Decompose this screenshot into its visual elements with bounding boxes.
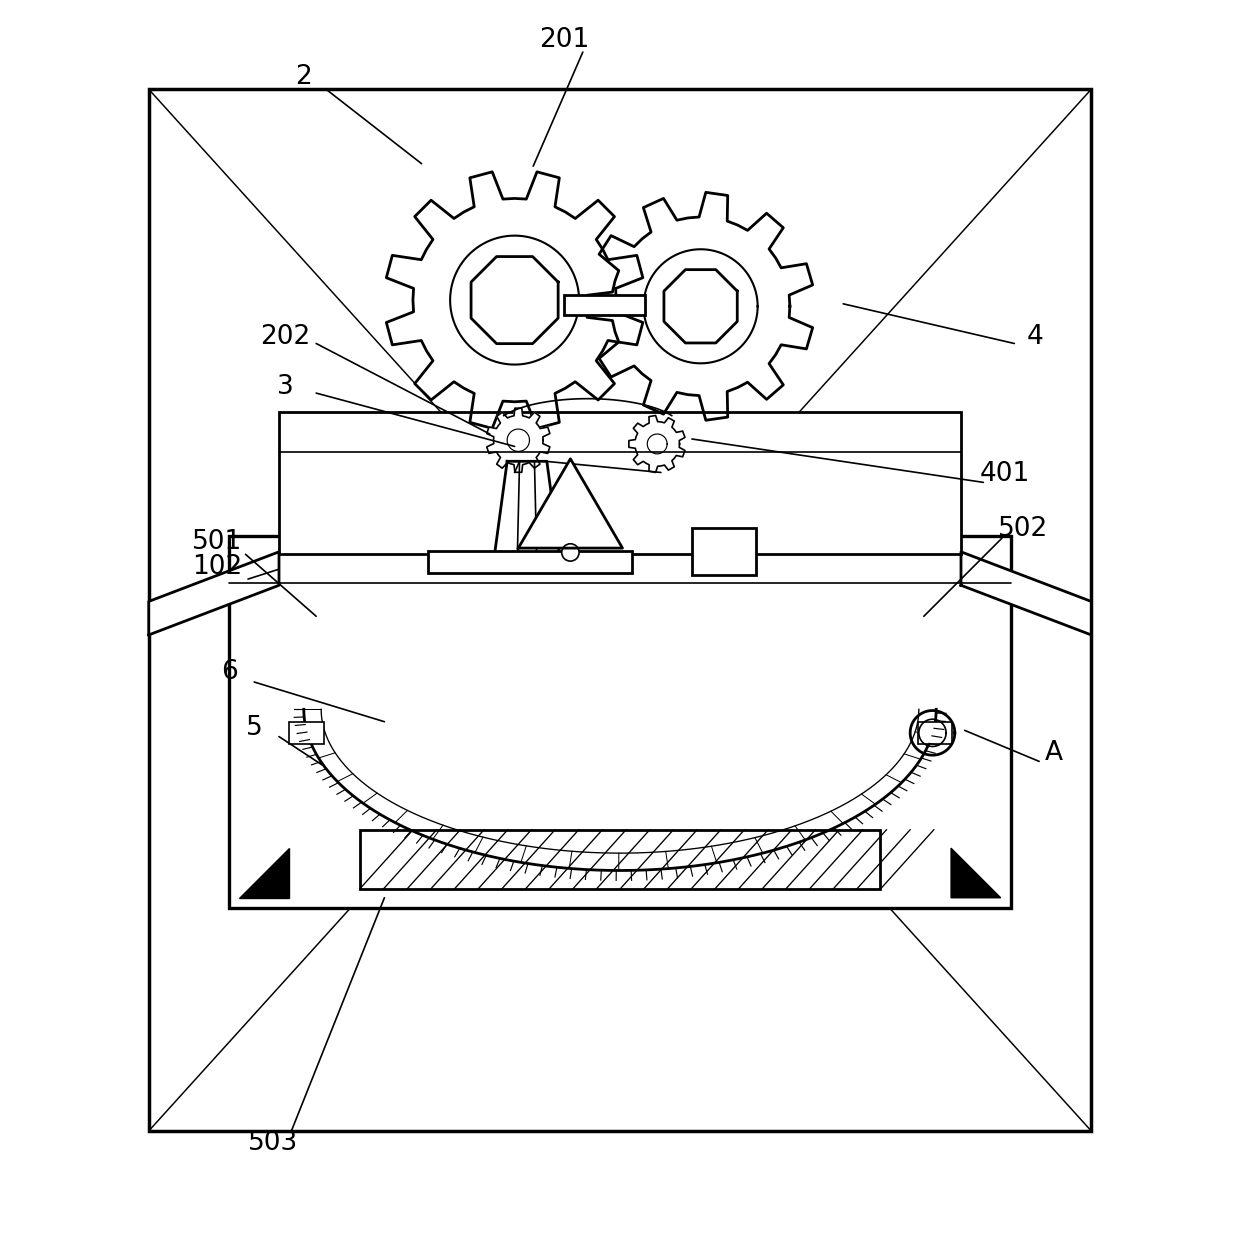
Bar bbox=[289, 722, 324, 745]
Text: 202: 202 bbox=[260, 324, 310, 350]
Text: 501: 501 bbox=[192, 529, 242, 555]
Text: 6: 6 bbox=[221, 659, 238, 685]
Polygon shape bbox=[518, 459, 622, 548]
Polygon shape bbox=[663, 270, 738, 342]
Text: 2: 2 bbox=[295, 63, 312, 90]
Text: 503: 503 bbox=[248, 1130, 298, 1157]
Bar bbox=[692, 528, 756, 575]
Bar bbox=[360, 829, 880, 889]
Bar bbox=[149, 90, 1091, 1130]
Polygon shape bbox=[387, 172, 642, 428]
Text: 5: 5 bbox=[246, 715, 263, 741]
Text: 401: 401 bbox=[980, 461, 1029, 487]
Text: 201: 201 bbox=[539, 26, 589, 52]
Polygon shape bbox=[304, 710, 936, 870]
Polygon shape bbox=[587, 192, 812, 421]
Polygon shape bbox=[951, 848, 1001, 898]
Bar bbox=[918, 722, 952, 745]
Polygon shape bbox=[149, 552, 279, 635]
Bar bbox=[428, 550, 632, 573]
Circle shape bbox=[562, 544, 579, 561]
Bar bbox=[279, 412, 961, 554]
Polygon shape bbox=[487, 408, 549, 472]
Text: 3: 3 bbox=[277, 374, 294, 400]
Text: 102: 102 bbox=[192, 554, 242, 580]
Polygon shape bbox=[961, 552, 1091, 635]
Text: A: A bbox=[1045, 740, 1063, 766]
Polygon shape bbox=[471, 256, 558, 344]
Bar bbox=[564, 295, 645, 315]
Text: 502: 502 bbox=[998, 517, 1048, 543]
Polygon shape bbox=[239, 848, 289, 898]
Text: 4: 4 bbox=[1027, 324, 1044, 350]
Polygon shape bbox=[492, 462, 560, 566]
Bar bbox=[229, 535, 1011, 908]
Polygon shape bbox=[629, 416, 684, 472]
